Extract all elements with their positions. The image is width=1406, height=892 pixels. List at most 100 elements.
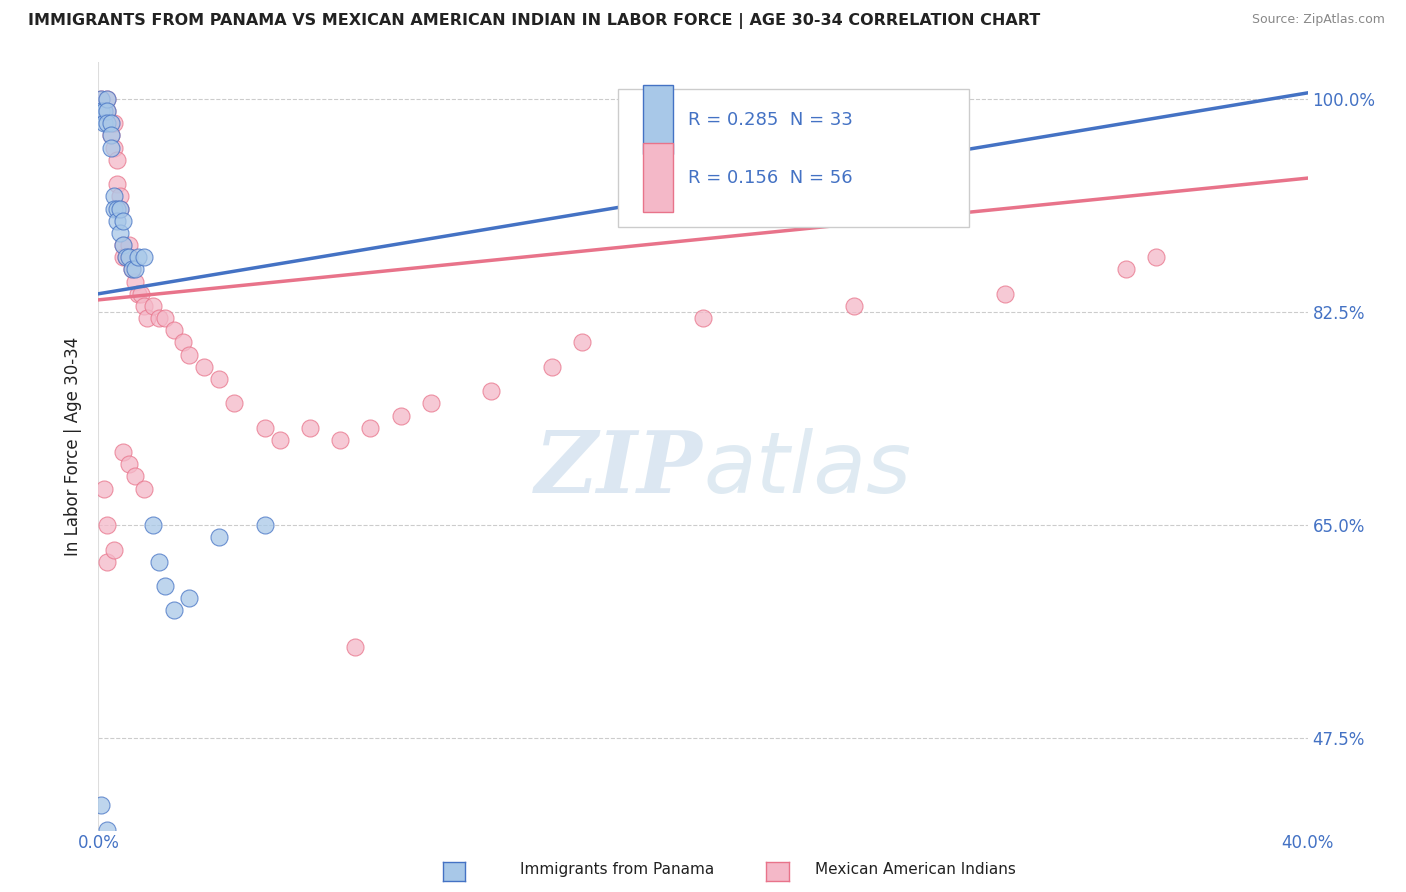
Point: [96, 822, 118, 837]
Point: [96, 116, 118, 130]
Point: [127, 250, 149, 264]
Point: [96, 555, 118, 569]
Point: [692, 311, 714, 326]
Point: [269, 433, 291, 447]
Point: [127, 286, 149, 301]
Point: [124, 275, 146, 289]
Point: [118, 238, 141, 252]
Point: [124, 262, 146, 277]
Point: [1115, 262, 1137, 277]
Point: [90, 798, 112, 813]
Point: [96, 92, 118, 106]
Point: [103, 141, 125, 155]
Point: [103, 542, 125, 557]
Point: [118, 250, 141, 264]
Bar: [643, 86, 673, 154]
Point: [118, 250, 141, 264]
Point: [344, 640, 367, 654]
Point: [142, 299, 165, 313]
Point: [153, 579, 176, 593]
Point: [111, 238, 134, 252]
Point: [540, 359, 562, 374]
Point: [208, 372, 231, 386]
Point: [389, 409, 412, 423]
Point: [253, 421, 276, 435]
Point: [118, 457, 141, 471]
Point: [124, 469, 146, 483]
Point: [100, 116, 122, 130]
Point: [571, 335, 593, 350]
Point: [105, 202, 128, 216]
Point: [100, 128, 122, 143]
FancyBboxPatch shape: [619, 89, 969, 227]
Point: [103, 116, 125, 130]
Point: [132, 482, 155, 496]
Point: [994, 286, 1017, 301]
Point: [96, 92, 118, 106]
Point: [114, 250, 136, 264]
Point: [96, 518, 118, 533]
Point: [103, 189, 125, 203]
Point: [299, 421, 322, 435]
Point: [90, 92, 112, 106]
Point: [100, 141, 122, 155]
Point: [135, 311, 157, 326]
Point: [100, 116, 122, 130]
Point: [111, 213, 134, 227]
Bar: [643, 143, 673, 212]
Point: [93, 104, 115, 119]
Point: [253, 518, 276, 533]
Point: [844, 299, 866, 313]
Point: [148, 555, 170, 569]
Text: ZIP: ZIP: [536, 427, 703, 511]
Point: [93, 116, 115, 130]
Point: [142, 518, 165, 533]
Point: [163, 603, 186, 617]
Point: [1144, 250, 1167, 264]
Point: [96, 104, 118, 119]
Point: [360, 421, 382, 435]
Point: [179, 348, 201, 362]
Point: [114, 250, 136, 264]
Text: Immigrants from Panama: Immigrants from Panama: [520, 863, 714, 877]
Point: [481, 384, 503, 399]
Point: [108, 202, 131, 216]
Point: [121, 262, 143, 277]
Point: [153, 311, 176, 326]
Point: [111, 238, 134, 252]
Point: [111, 445, 134, 459]
Point: [179, 591, 201, 606]
Point: [105, 213, 128, 227]
Point: [193, 359, 215, 374]
Point: [105, 178, 128, 192]
Point: [420, 396, 443, 410]
Text: Source: ZipAtlas.com: Source: ZipAtlas.com: [1251, 13, 1385, 27]
Point: [103, 202, 125, 216]
Point: [111, 250, 134, 264]
Point: [129, 286, 152, 301]
Point: [108, 226, 131, 240]
Point: [329, 433, 352, 447]
Point: [90, 92, 112, 106]
Text: R = 0.285  N = 33: R = 0.285 N = 33: [689, 111, 853, 129]
Point: [108, 189, 131, 203]
Point: [172, 335, 194, 350]
Point: [132, 299, 155, 313]
Point: [208, 530, 231, 544]
Text: R = 0.156  N = 56: R = 0.156 N = 56: [689, 169, 853, 186]
Point: [96, 104, 118, 119]
Point: [93, 482, 115, 496]
Point: [148, 311, 170, 326]
Text: atlas: atlas: [703, 427, 911, 510]
Point: [93, 104, 115, 119]
Point: [105, 153, 128, 167]
Point: [100, 128, 122, 143]
Point: [90, 104, 112, 119]
Point: [163, 323, 186, 337]
Point: [108, 202, 131, 216]
Point: [224, 396, 246, 410]
Y-axis label: In Labor Force | Age 30-34: In Labor Force | Age 30-34: [65, 336, 83, 556]
Point: [121, 262, 143, 277]
Text: Mexican American Indians: Mexican American Indians: [815, 863, 1017, 877]
Text: IMMIGRANTS FROM PANAMA VS MEXICAN AMERICAN INDIAN IN LABOR FORCE | AGE 30-34 COR: IMMIGRANTS FROM PANAMA VS MEXICAN AMERIC…: [28, 13, 1040, 29]
